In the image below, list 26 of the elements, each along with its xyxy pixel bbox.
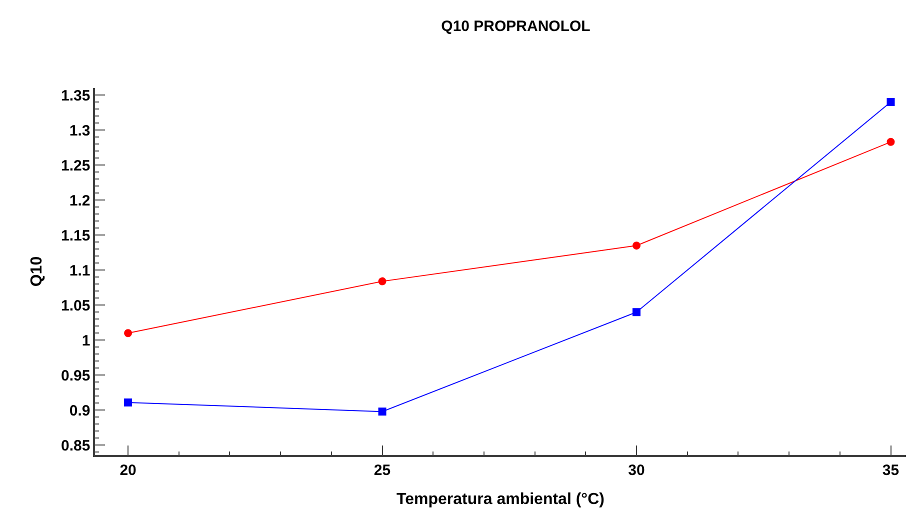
y-tick-label: 1.05	[61, 297, 90, 314]
y-tick-label: 1.15	[61, 227, 90, 244]
y-tick-label: 1.2	[69, 192, 90, 210]
y-tick-label: 0.85	[61, 437, 90, 454]
point	[124, 398, 132, 406]
point	[632, 242, 641, 250]
x-tick-label: 25	[374, 462, 391, 479]
x-axis-title: Temperatura ambiental (°C)	[396, 490, 604, 508]
point	[886, 138, 895, 146]
y-axis-title: Q10	[28, 256, 46, 287]
y-tick-label: 1.1	[69, 262, 90, 280]
point	[378, 408, 386, 416]
chart-title: Q10 PROPRANOLOL	[441, 18, 590, 36]
y-tick-label: 1.25	[61, 157, 90, 174]
x-tick-label: 20	[120, 462, 136, 479]
point	[124, 329, 132, 338]
y-tick-label: 1.3	[69, 122, 90, 140]
x-tick-label: 35	[882, 462, 900, 479]
point	[632, 308, 641, 316]
point	[378, 277, 386, 286]
y-tick-label: 0.95	[61, 367, 90, 384]
y-tick-label: 0.9	[69, 402, 90, 420]
y-tick-label: 1	[82, 332, 90, 350]
x-tick-label: 30	[628, 462, 645, 479]
point	[886, 98, 895, 106]
y-tick-label: 1.35	[61, 87, 90, 104]
